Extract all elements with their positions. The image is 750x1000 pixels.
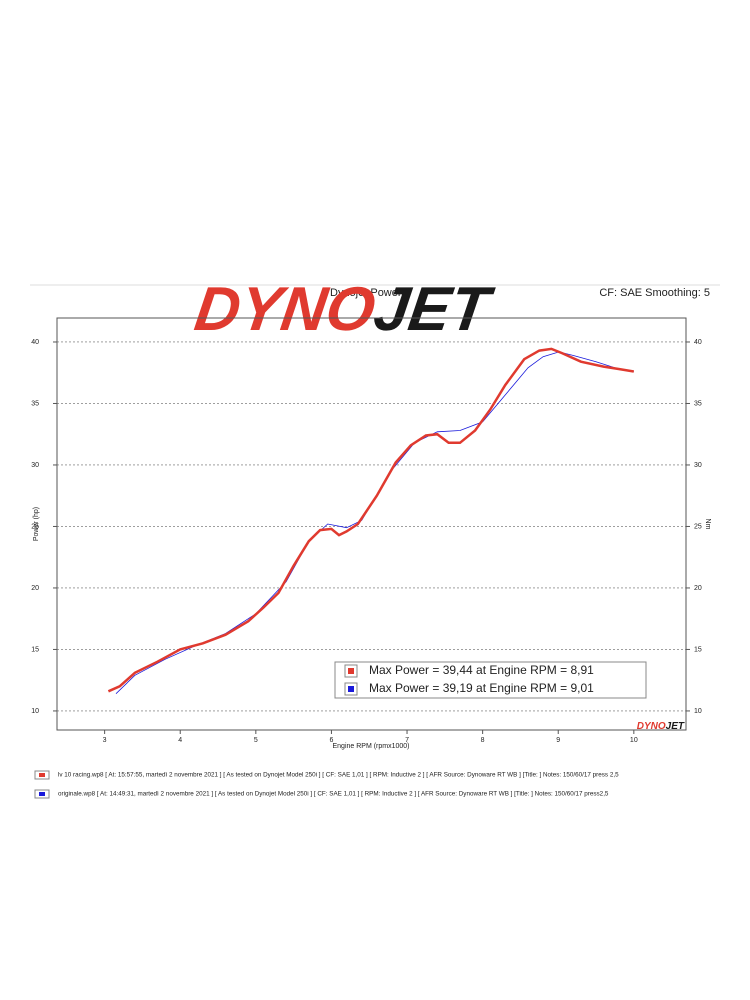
y2-tick-label: 40	[694, 339, 702, 346]
y2-axis-label: Nm	[704, 519, 711, 530]
x-tick-label: 9	[556, 737, 560, 744]
y-axis-label: Power (hp)	[33, 507, 40, 541]
x-tick-label: 10	[630, 737, 638, 744]
logo-part: JET	[370, 276, 498, 345]
y-tick-label: 35	[31, 400, 39, 407]
x-tick-label: 4	[178, 737, 182, 744]
legend-swatch-fill	[348, 668, 354, 674]
x-axis-label: Engine RPM (rpmx1000)	[332, 743, 409, 750]
chart-title: Dynojet Power	[330, 287, 402, 299]
legend-label: Max Power = 39,44 at Engine RPM = 8,91	[369, 663, 594, 677]
logo-part: DYNO	[191, 276, 380, 345]
x-tick-label: 3	[103, 737, 107, 744]
legend-label: Max Power = 39,19 at Engine RPM = 9,01	[369, 681, 594, 695]
y-tick-label: 30	[31, 462, 39, 469]
y2-tick-label: 15	[694, 646, 702, 653]
y-tick-label: 10	[31, 708, 39, 715]
logo-part: JET	[666, 721, 685, 732]
footer-swatch-fill	[39, 792, 45, 796]
y-tick-label: 15	[31, 646, 39, 653]
legend-box	[334, 661, 647, 699]
series-name: lv 10 racing.wp8 [ At: 15:57:55, martedì…	[58, 772, 619, 779]
y-tick-label: 20	[31, 585, 39, 592]
x-tick-label: 6	[329, 737, 333, 744]
x-tick-label: 8	[481, 737, 485, 744]
series-line	[115, 351, 634, 694]
y2-tick-label: 10	[694, 708, 702, 715]
series-name: originale.wp8 [ At: 14:49:31, martedì 2 …	[58, 791, 609, 798]
y-tick-label: 40	[31, 339, 39, 346]
y-tick-label: 25	[31, 523, 39, 530]
logo-part: DYNO	[637, 721, 666, 732]
y2-tick-label: 30	[694, 462, 702, 469]
x-tick-label: 5	[254, 737, 258, 744]
x-tick-label: 7	[405, 737, 409, 744]
y2-tick-label: 25	[694, 523, 702, 530]
logo: DYNOJET	[191, 276, 498, 345]
small-logo: DYNOJET	[637, 721, 685, 732]
legend-swatch-fill	[348, 686, 354, 692]
footer-swatch-fill	[39, 773, 45, 777]
plot-frame	[56, 317, 687, 731]
chart-subtitle: CF: SAE Smoothing: 5	[599, 287, 710, 299]
y2-tick-label: 20	[694, 585, 702, 592]
y2-tick-label: 35	[694, 400, 702, 407]
series-line	[107, 347, 635, 693]
